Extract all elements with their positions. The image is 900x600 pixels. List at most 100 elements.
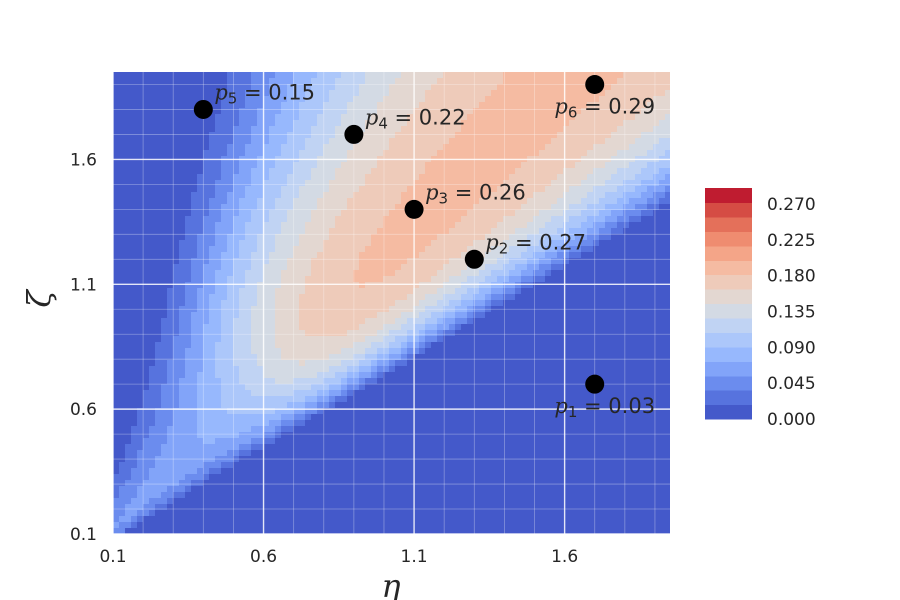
contour-cell <box>503 282 510 289</box>
contour-cell <box>437 360 444 367</box>
contour-cell <box>215 228 222 235</box>
contour-cell <box>587 342 594 349</box>
contour-cell <box>299 336 306 343</box>
contour-cell <box>605 150 612 157</box>
contour-cell <box>443 216 450 223</box>
contour-cell <box>383 228 390 235</box>
contour-cell <box>425 312 432 319</box>
contour-cell <box>623 378 630 385</box>
contour-cell <box>623 354 630 361</box>
contour-cell <box>179 108 186 115</box>
contour-cell <box>131 120 138 127</box>
contour-cell <box>113 324 120 331</box>
contour-cell <box>629 114 636 121</box>
contour-cell <box>281 210 288 217</box>
contour-cell <box>377 204 384 211</box>
contour-cell <box>653 234 660 241</box>
contour-cell <box>467 372 474 379</box>
contour-cell <box>563 324 570 331</box>
contour-cell <box>149 360 156 367</box>
contour-cell <box>647 126 654 133</box>
contour-cell <box>119 390 126 397</box>
contour-cell <box>587 162 594 169</box>
contour-cell <box>395 366 402 373</box>
contour-cell <box>353 198 360 205</box>
contour-cell <box>155 138 162 145</box>
contour-cell <box>317 222 324 229</box>
contour-cell <box>653 306 660 313</box>
contour-cell <box>461 264 468 271</box>
contour-cell <box>623 294 630 301</box>
contour-cell <box>227 216 234 223</box>
contour-cell <box>527 72 534 79</box>
contour-cell <box>521 348 528 355</box>
contour-cell <box>161 180 168 187</box>
contour-cell <box>251 210 258 217</box>
contour-cell <box>575 222 582 229</box>
contour-cell <box>269 216 276 223</box>
contour-cell <box>113 96 120 103</box>
contour-cell <box>485 378 492 385</box>
contour-cell <box>353 222 360 229</box>
contour-cell <box>251 360 258 367</box>
contour-cell <box>227 120 234 127</box>
contour-cell <box>143 360 150 367</box>
contour-cell <box>617 354 624 361</box>
contour-cell <box>581 252 588 259</box>
contour-cell <box>605 348 612 355</box>
contour-cell <box>419 264 426 271</box>
contour-cell <box>185 252 192 259</box>
contour-cell <box>173 96 180 103</box>
contour-cell <box>329 216 336 223</box>
contour-cell <box>581 168 588 175</box>
contour-cell <box>443 372 450 379</box>
contour-cell <box>167 204 174 211</box>
contour-cell <box>461 288 468 295</box>
contour-cell <box>317 78 324 85</box>
contour-cell <box>587 330 594 337</box>
contour-cell <box>479 72 486 79</box>
contour-cell <box>503 150 510 157</box>
contour-cell <box>329 192 336 199</box>
contour-cell <box>371 198 378 205</box>
contour-cell <box>323 84 330 91</box>
contour-cell <box>569 90 576 97</box>
contour-cell <box>653 174 660 181</box>
contour-cell <box>419 282 426 289</box>
contour-cell <box>341 258 348 265</box>
contour-cell <box>131 96 138 103</box>
contour-cell <box>197 228 204 235</box>
contour-cell <box>227 282 234 289</box>
contour-cell <box>557 384 564 391</box>
contour-cell <box>407 72 414 79</box>
contour-cell <box>545 258 552 265</box>
contour-cell <box>395 78 402 85</box>
contour-cell <box>605 222 612 229</box>
contour-cell <box>611 222 618 229</box>
contour-cell <box>515 222 522 229</box>
contour-cell <box>491 150 498 157</box>
contour-cell <box>443 186 450 193</box>
contour-cell <box>341 84 348 91</box>
contour-cell <box>629 240 636 247</box>
contour-cell <box>395 126 402 133</box>
contour-cell <box>173 102 180 109</box>
contour-cell <box>299 276 306 283</box>
contour-cell <box>263 342 270 349</box>
contour-cell <box>419 90 426 97</box>
contour-cell <box>401 228 408 235</box>
contour-cell <box>593 174 600 181</box>
contour-cell <box>251 276 258 283</box>
contour-cell <box>533 378 540 385</box>
contour-cell <box>371 390 378 397</box>
contour-cell <box>593 108 600 115</box>
contour-cell <box>503 306 510 313</box>
contour-cell <box>407 282 414 289</box>
contour-cell <box>305 354 312 361</box>
contour-cell <box>521 288 528 295</box>
contour-cell <box>611 204 618 211</box>
contour-cell <box>167 228 174 235</box>
contour-cell <box>263 348 270 355</box>
contour-cell <box>599 348 606 355</box>
contour-cell <box>125 174 132 181</box>
